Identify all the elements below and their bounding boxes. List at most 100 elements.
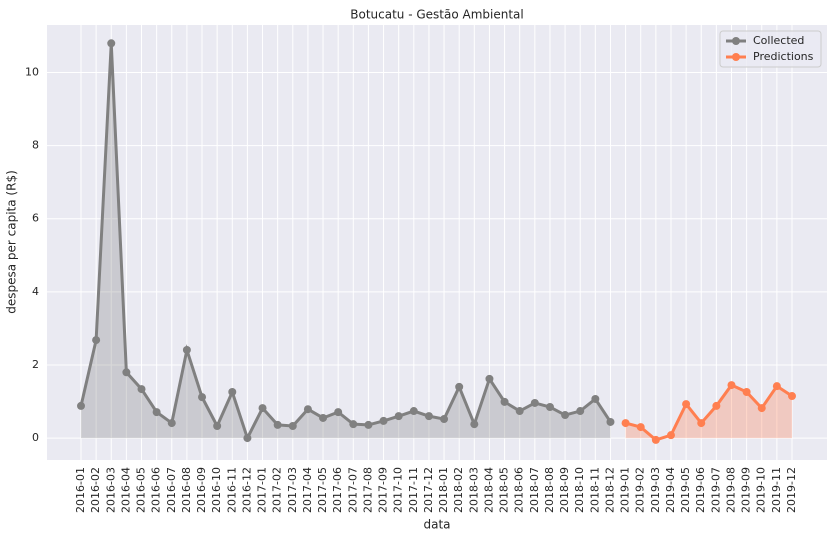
x-tick-label: 2017-12 (422, 467, 435, 513)
point (455, 382, 464, 391)
x-tick-label: 2018-04 (482, 467, 495, 513)
legend-label: Predictions (753, 50, 814, 63)
area (81, 43, 611, 439)
point (92, 336, 101, 345)
x-tick-label: 2017-03 (286, 467, 299, 513)
point (152, 408, 161, 417)
y-tick-label: 4 (32, 285, 39, 298)
y-tick-label: 2 (32, 358, 39, 371)
x-tick-label: 2018-01 (437, 467, 450, 513)
point (561, 411, 570, 420)
x-tick-label: 2017-02 (271, 467, 284, 513)
point (470, 420, 479, 429)
area (625, 385, 792, 440)
point (666, 431, 675, 440)
x-tick-label: 2016-04 (119, 467, 132, 513)
chart-title: Botucatu - Gestão Ambiental (350, 8, 523, 22)
point (636, 423, 645, 432)
x-tick-label: 2018-02 (452, 467, 465, 513)
x-tick-label: 2016-02 (89, 467, 102, 513)
point (273, 420, 282, 429)
point (137, 385, 146, 394)
x-tick-label: 2019-07 (709, 467, 722, 513)
x-tick-label: 2016-01 (74, 467, 87, 513)
x-tick-label: 2019-05 (679, 467, 692, 513)
point (198, 393, 207, 402)
x-tick-label: 2019-12 (785, 467, 798, 513)
point (591, 394, 600, 403)
point (364, 420, 373, 429)
x-tick-label: 2018-07 (528, 467, 541, 513)
y-axis-label: despesa per capita (R$) (5, 170, 19, 314)
point (515, 407, 524, 416)
x-tick-label: 2018-03 (467, 467, 480, 513)
plot-background (47, 25, 827, 460)
point (334, 408, 343, 417)
x-tick-label: 2018-10 (573, 467, 586, 513)
x-tick-label: 2017-08 (361, 467, 374, 513)
legend-marker (732, 37, 740, 45)
x-tick-label: 2016-09 (195, 467, 208, 513)
x-tick-label: 2019-11 (770, 467, 783, 513)
point (319, 413, 328, 422)
y-tick-label: 0 (32, 431, 39, 444)
x-tick-label: 2019-04 (664, 467, 677, 513)
point (772, 382, 781, 391)
point (409, 407, 418, 416)
point (500, 397, 509, 406)
point (258, 404, 267, 413)
x-tick-label: 2016-07 (165, 467, 178, 513)
x-tick-label: 2018-08 (543, 467, 556, 513)
point (788, 392, 796, 401)
point (606, 417, 615, 426)
x-tick-label: 2017-05 (316, 467, 329, 513)
point (379, 416, 388, 425)
x-tick-label: 2019-02 (634, 467, 647, 513)
x-tick-label: 2017-11 (407, 467, 420, 513)
x-tick-label: 2019-10 (755, 467, 768, 513)
y-tick-label: 10 (25, 66, 39, 79)
y-tick-label: 8 (32, 139, 39, 152)
point (182, 345, 191, 354)
point (440, 415, 449, 424)
point (288, 422, 297, 431)
point (394, 412, 403, 421)
x-tick-label: 2017-07 (346, 467, 359, 513)
x-tick-label: 2016-10 (210, 467, 223, 513)
point (757, 404, 766, 413)
x-tick-label: 2016-06 (150, 467, 163, 513)
point (303, 405, 312, 414)
point (682, 400, 691, 409)
point (651, 435, 660, 444)
x-tick-label: 2019-03 (649, 467, 662, 513)
x-tick-label: 2019-08 (724, 467, 737, 513)
x-tick-label: 2019-01 (619, 467, 632, 513)
point (349, 420, 358, 429)
x-tick-label: 2017-10 (392, 467, 405, 513)
y-tick-label: 6 (32, 212, 39, 225)
x-tick-label: 2017-09 (377, 467, 390, 513)
x-tick-label: 2017-01 (256, 467, 269, 513)
x-tick-label: 2016-08 (180, 467, 193, 513)
x-tick-label: 2019-06 (694, 467, 707, 513)
x-tick-label: 2018-11 (588, 467, 601, 513)
x-tick-label: 2018-05 (498, 467, 511, 513)
legend-label: Collected (753, 34, 804, 47)
point (213, 422, 222, 431)
legend-marker (732, 53, 740, 61)
point (697, 419, 706, 428)
x-tick-label: 2018-09 (558, 467, 571, 513)
point (424, 412, 433, 421)
point (228, 388, 237, 397)
point (727, 381, 736, 390)
point (742, 388, 751, 397)
point (530, 398, 539, 407)
x-tick-label: 2019-09 (740, 467, 753, 513)
point (107, 39, 116, 48)
point (712, 401, 721, 410)
x-tick-label: 2016-12 (240, 467, 253, 513)
x-tick-label: 2016-03 (104, 467, 117, 513)
x-tick-label: 2016-05 (135, 467, 148, 513)
point (122, 368, 131, 377)
